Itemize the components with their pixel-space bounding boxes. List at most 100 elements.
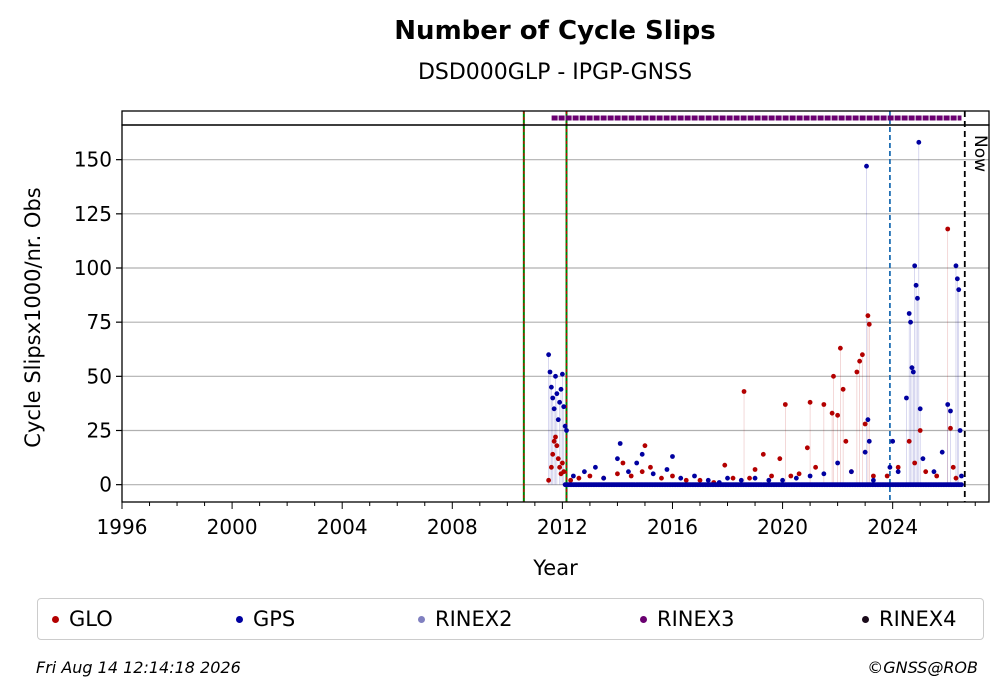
legend-label-glo: GLO bbox=[69, 607, 113, 631]
data-point-glo bbox=[906, 438, 912, 444]
data-point-gps bbox=[582, 469, 587, 475]
legend-item-glo: GLO bbox=[52, 605, 113, 633]
data-point-glo bbox=[862, 421, 868, 427]
data-point-glo bbox=[561, 469, 567, 475]
data-point-glo bbox=[871, 473, 876, 479]
x-tick-label: 2012 bbox=[537, 515, 588, 539]
data-point-gps bbox=[570, 473, 576, 479]
data-point-glo bbox=[807, 399, 813, 405]
data-point-gps bbox=[558, 386, 564, 392]
data-point-glo bbox=[821, 402, 827, 407]
data-point-glo bbox=[747, 475, 752, 481]
data-point-glo bbox=[788, 473, 794, 479]
now-label: Now bbox=[970, 135, 990, 172]
data-point-gps bbox=[639, 451, 645, 457]
y-tick-label: 50 bbox=[87, 364, 112, 388]
data-point-gps bbox=[915, 295, 920, 301]
data-point-gps bbox=[917, 406, 923, 412]
legend-marker-gps bbox=[236, 615, 243, 623]
data-point-gps bbox=[548, 384, 554, 390]
data-point-glo bbox=[628, 473, 634, 479]
data-point-glo bbox=[546, 477, 552, 483]
data-point-gps bbox=[959, 473, 964, 479]
legend-marker-rinex4 bbox=[862, 615, 869, 623]
data-point-gps bbox=[593, 464, 598, 470]
data-point-gps bbox=[913, 282, 919, 288]
data-point-gps bbox=[551, 406, 557, 412]
legend-marker-rinex2 bbox=[418, 615, 425, 623]
legend-label-rinex2: RINEX2 bbox=[435, 607, 513, 631]
data-point-glo bbox=[697, 477, 703, 483]
data-point-gps bbox=[909, 365, 915, 371]
data-point-glo bbox=[568, 477, 574, 483]
data-point-glo bbox=[934, 473, 940, 479]
legend-item-rinex3: RINEX3 bbox=[640, 605, 735, 633]
data-point-gps bbox=[904, 395, 909, 401]
data-point-gps bbox=[650, 471, 656, 477]
data-point-glo bbox=[917, 428, 923, 433]
data-point-glo bbox=[829, 410, 835, 416]
data-point-gps bbox=[895, 469, 901, 475]
legend: GLO GPS RINEX2 RINEX3 RINEX4 bbox=[37, 598, 984, 640]
legend-label-rinex3: RINEX3 bbox=[657, 607, 735, 631]
data-point-glo bbox=[884, 473, 890, 479]
data-point-gps bbox=[562, 423, 568, 429]
data-point-gps bbox=[864, 163, 869, 169]
data-point-gps bbox=[887, 464, 893, 470]
data-point-glo bbox=[912, 460, 918, 466]
data-point-gps bbox=[920, 456, 926, 462]
data-point-glo bbox=[760, 451, 766, 457]
data-point-gps bbox=[908, 319, 913, 325]
data-point-glo bbox=[648, 464, 653, 470]
data-point-gps bbox=[906, 311, 912, 316]
data-point-glo bbox=[576, 475, 582, 481]
data-point-gps bbox=[547, 369, 553, 375]
y-tick-label: 150 bbox=[74, 148, 112, 172]
data-point-gps bbox=[866, 438, 872, 444]
data-point-gps bbox=[601, 475, 607, 481]
x-tick-label: 2008 bbox=[427, 515, 478, 539]
data-point-glo bbox=[777, 456, 783, 462]
data-point-gps bbox=[910, 369, 916, 375]
data-point-gps bbox=[738, 477, 744, 483]
data-point-gps bbox=[664, 467, 670, 472]
x-tick-label: 2004 bbox=[317, 515, 368, 539]
data-point-gps bbox=[705, 477, 711, 483]
data-point-glo bbox=[722, 462, 728, 468]
data-point-gps bbox=[780, 477, 785, 483]
data-point-glo bbox=[831, 373, 836, 379]
data-point-gps bbox=[916, 139, 922, 145]
data-point-gps bbox=[678, 475, 684, 481]
data-point-gps bbox=[956, 287, 962, 293]
y-tick-label: 0 bbox=[99, 473, 112, 497]
data-point-gps bbox=[561, 404, 567, 410]
data-point-glo bbox=[752, 467, 758, 472]
data-point-glo bbox=[683, 477, 689, 483]
data-point-gps bbox=[670, 454, 675, 459]
data-point-glo bbox=[804, 445, 810, 451]
data-point-gps bbox=[954, 276, 960, 282]
data-point-gps bbox=[865, 417, 871, 423]
y-tick-label: 25 bbox=[87, 419, 112, 443]
data-point-glo bbox=[548, 464, 554, 470]
x-tick-label: 2016 bbox=[647, 515, 698, 539]
data-point-glo bbox=[559, 460, 565, 466]
data-point-gps bbox=[617, 441, 623, 446]
data-point-gps bbox=[793, 475, 799, 481]
data-point-gps bbox=[692, 473, 697, 479]
data-point-glo bbox=[587, 473, 593, 479]
x-axis-label: Year bbox=[532, 556, 578, 580]
x-tick-label: 1996 bbox=[97, 515, 148, 539]
data-point-glo bbox=[615, 471, 620, 477]
legend-item-rinex2: RINEX2 bbox=[418, 605, 513, 633]
data-point-gps bbox=[557, 399, 563, 405]
data-point-gps bbox=[862, 449, 868, 455]
data-point-glo bbox=[923, 469, 929, 475]
data-point-gps bbox=[939, 449, 945, 455]
data-point-glo bbox=[557, 464, 563, 470]
data-point-gps bbox=[953, 263, 959, 269]
y-tick-label: 100 bbox=[74, 256, 112, 280]
data-point-gps bbox=[848, 469, 854, 475]
data-point-glo bbox=[659, 475, 664, 481]
data-point-glo bbox=[796, 471, 802, 477]
